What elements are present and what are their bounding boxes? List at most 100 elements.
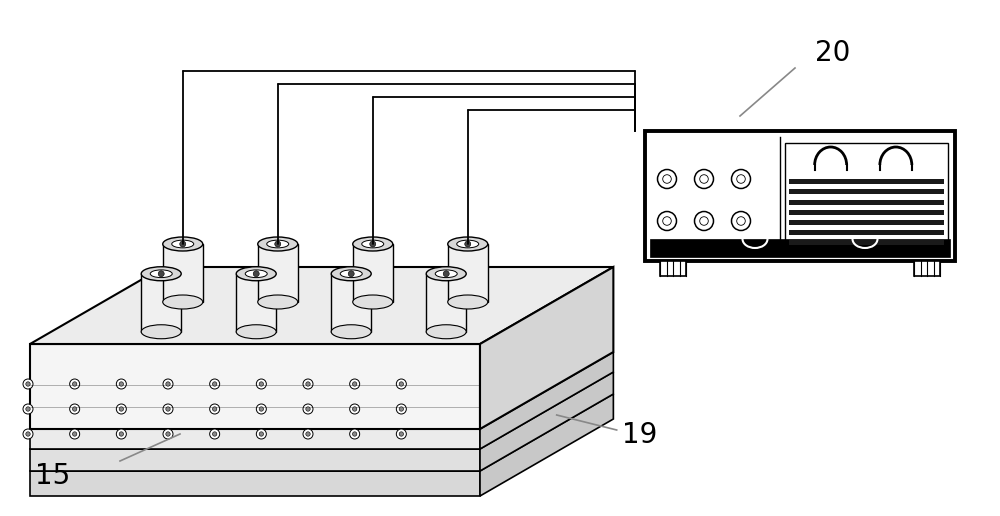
Ellipse shape [141,325,181,338]
Ellipse shape [245,270,267,278]
Circle shape [26,407,30,411]
Circle shape [259,432,264,436]
Circle shape [370,241,376,247]
Polygon shape [448,244,488,302]
Circle shape [210,429,220,439]
Circle shape [26,382,30,386]
Circle shape [737,175,745,183]
Circle shape [163,379,173,389]
Ellipse shape [150,270,172,278]
Circle shape [72,407,77,411]
Circle shape [700,217,708,225]
Polygon shape [30,394,613,471]
Circle shape [180,241,186,247]
Circle shape [70,429,80,439]
Polygon shape [480,394,613,496]
Circle shape [72,382,77,386]
Circle shape [70,379,80,389]
Circle shape [306,407,310,411]
Polygon shape [331,274,371,332]
Circle shape [658,212,676,231]
Bar [914,261,940,276]
Ellipse shape [340,270,362,278]
Polygon shape [30,429,480,449]
Circle shape [259,407,264,411]
Ellipse shape [457,240,479,248]
Circle shape [116,429,126,439]
Ellipse shape [426,267,466,281]
Circle shape [23,429,33,439]
Polygon shape [163,244,203,302]
Circle shape [694,212,714,231]
Polygon shape [30,372,613,449]
Circle shape [443,271,449,277]
Polygon shape [258,244,298,302]
Bar [785,143,948,249]
Circle shape [352,432,357,436]
Circle shape [256,379,266,389]
Polygon shape [30,449,480,471]
Circle shape [663,175,671,183]
Text: 20: 20 [815,39,850,67]
Bar [789,189,944,195]
Bar [789,240,944,245]
Text: 19: 19 [622,421,657,449]
Ellipse shape [267,240,289,248]
Circle shape [116,379,126,389]
Ellipse shape [448,295,488,309]
Ellipse shape [353,237,393,251]
Circle shape [259,382,264,386]
Circle shape [396,429,406,439]
Bar [660,261,686,276]
Circle shape [72,432,77,436]
Polygon shape [480,372,613,471]
Bar [645,131,955,261]
Circle shape [23,379,33,389]
Circle shape [303,379,313,389]
Circle shape [306,432,310,436]
Circle shape [212,432,217,436]
Circle shape [350,429,360,439]
Circle shape [275,241,281,247]
Polygon shape [30,344,480,429]
Circle shape [23,404,33,414]
Circle shape [119,432,124,436]
Bar [650,239,950,257]
Circle shape [306,382,310,386]
Polygon shape [30,267,613,344]
Circle shape [399,407,404,411]
Bar [789,200,944,204]
Bar [789,220,944,225]
Circle shape [303,429,313,439]
Circle shape [116,404,126,414]
Bar [789,179,944,184]
Polygon shape [236,274,276,332]
Circle shape [350,404,360,414]
Text: 15: 15 [35,462,70,490]
Ellipse shape [331,325,371,338]
Circle shape [303,404,313,414]
Polygon shape [480,352,613,449]
Ellipse shape [163,237,203,251]
Circle shape [256,404,266,414]
Ellipse shape [362,240,384,248]
Polygon shape [426,274,466,332]
Circle shape [163,404,173,414]
Polygon shape [30,471,480,496]
Circle shape [399,432,404,436]
Circle shape [700,175,708,183]
Ellipse shape [236,325,276,338]
Circle shape [210,379,220,389]
Circle shape [694,169,714,188]
Circle shape [658,169,676,188]
Circle shape [119,407,124,411]
Circle shape [166,432,170,436]
Circle shape [737,217,745,225]
Ellipse shape [258,237,298,251]
Polygon shape [30,352,613,429]
Ellipse shape [141,267,181,281]
Ellipse shape [448,237,488,251]
Circle shape [163,429,173,439]
Circle shape [732,212,750,231]
Circle shape [396,404,406,414]
